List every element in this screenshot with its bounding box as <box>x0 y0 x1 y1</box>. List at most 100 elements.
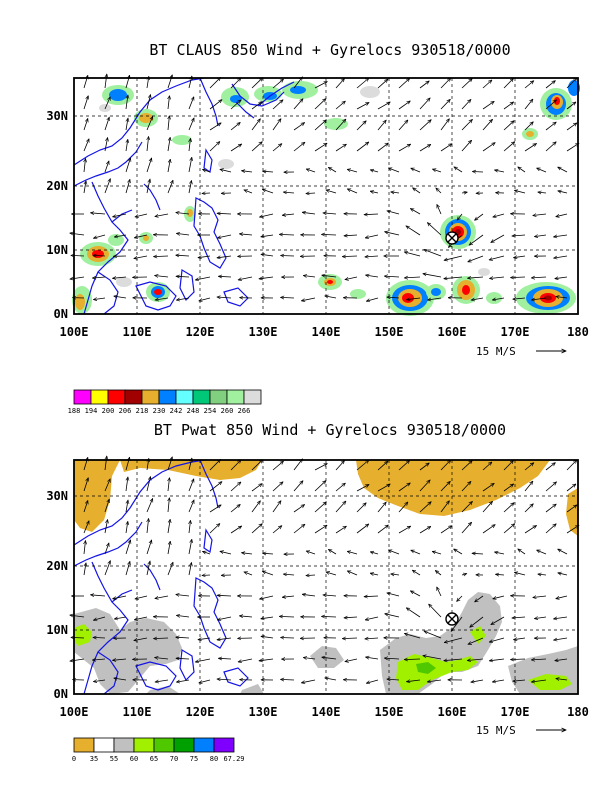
wind-vector <box>423 656 442 660</box>
wind-vector <box>283 574 295 575</box>
wind-vector <box>555 277 568 279</box>
wind-vector <box>432 551 442 555</box>
wind-vector <box>342 638 358 639</box>
wind-vector <box>404 659 421 660</box>
wind-vector <box>345 658 358 662</box>
colorbar-label: 254 <box>204 407 217 415</box>
colorbar-swatch <box>213 737 235 753</box>
wind-vector <box>209 524 220 534</box>
wind-vector <box>344 617 358 618</box>
panel-claus-title: BT CLAUS 850 Wind + Gyrelocs 930518/0000 <box>149 41 510 59</box>
wind-vector <box>195 276 211 280</box>
colorbar-swatch <box>107 389 126 405</box>
wind-vector <box>176 276 190 277</box>
colorbar-label: 80 <box>210 755 218 763</box>
wind-vector <box>335 461 345 471</box>
colorbar-label: 242 <box>170 407 183 415</box>
x-tick: 170E <box>501 325 530 339</box>
wind-vector <box>482 525 495 534</box>
wind-vector <box>398 483 410 492</box>
colorbar-label: 65 <box>150 755 158 763</box>
wind-vector <box>113 595 127 599</box>
wind-vector <box>203 169 211 173</box>
wind-vector <box>238 276 253 280</box>
wind-vector <box>154 638 169 639</box>
colorbar-label: 194 <box>85 407 98 415</box>
wind-vector <box>365 234 379 238</box>
wind-vector <box>385 614 400 618</box>
colorbar-label: 206 <box>119 407 132 415</box>
colorbar-label: 35 <box>90 755 98 763</box>
wind-vector <box>188 563 192 576</box>
wind-vector <box>398 144 411 152</box>
claus-x-ticks: 100E 110E 120E 130E 140E 150E 160E 170E … <box>60 325 589 339</box>
wind-vector <box>511 659 526 660</box>
wind-vector <box>558 549 568 555</box>
wind-vector <box>322 275 337 277</box>
wind-vector <box>104 97 110 110</box>
wind-vector <box>461 460 472 471</box>
wind-vector <box>440 501 449 513</box>
wind-vector <box>70 233 85 235</box>
wind-vector <box>198 256 211 258</box>
x-tick: 150E <box>375 705 404 719</box>
wind-vector <box>554 637 568 640</box>
wind-vector <box>176 658 190 659</box>
colorbar-swatch <box>141 389 160 405</box>
wind-vector <box>135 213 148 217</box>
wind-vector <box>217 256 232 258</box>
wind-vector <box>496 574 505 575</box>
x-tick: 140E <box>312 325 341 339</box>
wind-vector <box>126 477 128 492</box>
wind-vector <box>429 604 442 618</box>
wind-vector <box>457 213 463 220</box>
wind-vector <box>370 552 379 554</box>
wind-vector <box>556 595 568 599</box>
wind-vector <box>220 169 232 173</box>
wind-vector <box>279 234 295 235</box>
wind-vector <box>283 192 295 193</box>
wind-vector <box>134 234 148 238</box>
wind-vector <box>558 191 568 193</box>
wind-vector <box>335 483 345 492</box>
wind-vector <box>104 179 110 194</box>
wind-vector <box>366 657 379 659</box>
wind-vector <box>218 276 232 277</box>
wind-vector <box>176 297 190 300</box>
wind-vector <box>556 297 568 299</box>
wind-vector <box>545 463 555 471</box>
wind-vector <box>71 255 85 256</box>
wind-vector <box>524 99 533 110</box>
wind-vector <box>391 574 400 575</box>
wind-vector <box>146 540 152 555</box>
wind-vector <box>435 571 442 576</box>
wind-vector <box>328 167 337 173</box>
wind-vector <box>104 117 109 131</box>
wind-vector <box>114 296 127 298</box>
wind-vector <box>365 256 379 257</box>
wind-vector <box>411 168 421 173</box>
wind-vector <box>366 297 379 301</box>
wind-vector <box>272 79 284 89</box>
wind-vector <box>556 213 568 217</box>
wind-vector <box>314 525 327 534</box>
panel-pwat-title: BT Pwat 850 Wind + Gyrelocs 930518/0000 <box>154 421 506 439</box>
wind-vector <box>436 188 442 194</box>
wind-vector <box>411 550 421 555</box>
wind-vector <box>293 123 305 131</box>
wind-vector <box>209 77 221 89</box>
wind-vector <box>188 97 194 110</box>
wind-vector <box>167 519 170 534</box>
wind-vector <box>566 460 577 471</box>
wind-vector <box>366 275 379 277</box>
wind-vector <box>322 657 337 659</box>
panel-pwat-map <box>70 456 579 695</box>
wind-vector <box>321 616 337 617</box>
wind-vector <box>556 679 568 681</box>
wind-vector <box>347 169 358 173</box>
wind-vector <box>365 638 379 639</box>
wind-vector <box>545 504 556 513</box>
wind-vector <box>83 119 88 131</box>
wind-vector <box>512 235 526 236</box>
wind-vector <box>335 526 346 534</box>
